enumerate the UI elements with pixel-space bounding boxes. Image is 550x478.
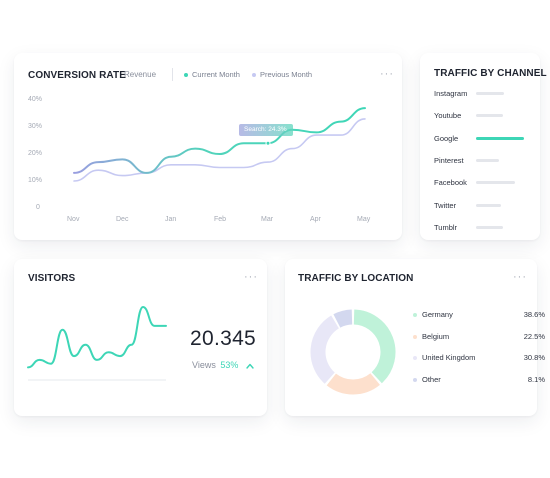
x-tick: May <box>357 216 371 223</box>
channel-bar <box>476 92 504 95</box>
y-tick: 10% <box>28 177 43 184</box>
location-menu-icon[interactable]: ··· <box>513 271 527 283</box>
legend-previous-label: Previous Month <box>260 70 313 79</box>
legend-previous-month[interactable]: Previous Month <box>252 70 312 79</box>
location-label: Belgium <box>422 331 450 341</box>
channel-label[interactable]: Facebook <box>434 178 467 188</box>
conversion-rate-card: CONVERSION RATE Revenue Current Month Pr… <box>14 53 402 240</box>
traffic-by-location-title: TRAFFIC BY LOCATION <box>298 273 414 284</box>
legend-current-label: Current Month <box>192 70 240 79</box>
location-item[interactable]: Germany 38.6% <box>413 310 545 319</box>
visitors-card: VISITORS ··· 20.345 Views 53% <box>14 259 267 416</box>
highlighted-point[interactable] <box>265 140 271 146</box>
traffic-by-channel-card: TRAFFIC BY CHANNEL Instagram Youtube Googl… <box>420 53 547 240</box>
views-label: Views <box>192 360 216 370</box>
visitors-title: VISITORS <box>28 273 76 284</box>
current-month-dot <box>184 73 188 78</box>
y-tick: 0 <box>36 204 40 211</box>
chart-tooltip-label: Search: 24.3% <box>244 126 287 133</box>
previous-month-line <box>73 118 366 182</box>
location-dot <box>413 313 417 318</box>
location-value: 38.6% <box>523 310 545 319</box>
traffic-by-location-card: TRAFFIC BY LOCATION ··· Germany 38.6% Belg… <box>285 259 545 416</box>
x-tick: Nov <box>67 216 80 223</box>
views-row: Views 53% <box>192 360 254 371</box>
location-label: Other <box>422 374 441 384</box>
donut-slice[interactable] <box>353 309 396 384</box>
location-donut-chart <box>310 309 396 395</box>
channel-label[interactable]: Tumblr <box>434 222 458 232</box>
location-dot <box>413 334 417 339</box>
visitors-line <box>27 305 167 369</box>
revenue-tab[interactable]: Revenue <box>124 70 157 79</box>
visitors-count: 20.345 <box>190 327 257 350</box>
x-tick: Jan <box>165 216 177 223</box>
visitors-menu-icon[interactable]: ··· <box>244 271 258 283</box>
location-value: 30.8% <box>523 353 545 362</box>
conversion-line-chart <box>73 107 366 182</box>
legend-divider <box>172 68 173 81</box>
donut-slice[interactable] <box>333 309 353 328</box>
location-value: 8.1% <box>527 374 545 384</box>
x-tick: Dec <box>116 216 129 223</box>
visitors-sparkline <box>27 305 167 381</box>
conversion-rate-title: CONVERSION RATE <box>28 70 126 81</box>
channel-bar <box>476 114 503 118</box>
current-month-line <box>73 107 366 174</box>
channel-bar <box>476 158 500 162</box>
y-tick: 30% <box>28 123 43 130</box>
location-item[interactable]: Other 8.1% <box>413 374 545 384</box>
location-dot <box>413 377 417 382</box>
views-percent: 53% <box>220 360 239 370</box>
x-tick: Feb <box>214 216 227 223</box>
donut-slice[interactable] <box>310 315 340 384</box>
channel-bar <box>476 136 524 140</box>
conversion-menu-icon[interactable]: ··· <box>380 68 394 80</box>
channel-bar <box>476 203 501 207</box>
location-dot <box>413 356 417 361</box>
location-label: United Kingdom <box>422 353 476 362</box>
location-value: 22.5% <box>523 331 545 341</box>
channel-label[interactable]: Pinterest <box>434 155 464 165</box>
chart-tooltip <box>239 124 293 136</box>
channel-label[interactable]: Twitter <box>434 200 457 210</box>
previous-month-dot <box>252 73 256 78</box>
channel-label[interactable]: Instagram <box>434 89 468 98</box>
channel-label[interactable]: Google <box>434 133 459 143</box>
x-tick: Apr <box>310 216 321 223</box>
channel-label[interactable]: Youtube <box>434 111 462 121</box>
legend-current-month[interactable]: Current Month <box>184 70 240 79</box>
location-item[interactable]: United Kingdom 30.8% <box>413 353 545 362</box>
channel-bar <box>476 181 516 185</box>
traffic-by-channel-title: TRAFFIC BY CHANNEL <box>434 68 547 79</box>
x-tick: Mar <box>261 216 274 223</box>
chevron-up-icon <box>246 361 254 371</box>
location-item[interactable]: Belgium 22.5% <box>413 331 545 341</box>
donut-slice[interactable] <box>326 372 380 395</box>
channel-bar <box>476 225 503 229</box>
y-tick: 40% <box>28 96 43 103</box>
location-label: Germany <box>422 310 453 319</box>
y-tick: 20% <box>28 150 43 157</box>
